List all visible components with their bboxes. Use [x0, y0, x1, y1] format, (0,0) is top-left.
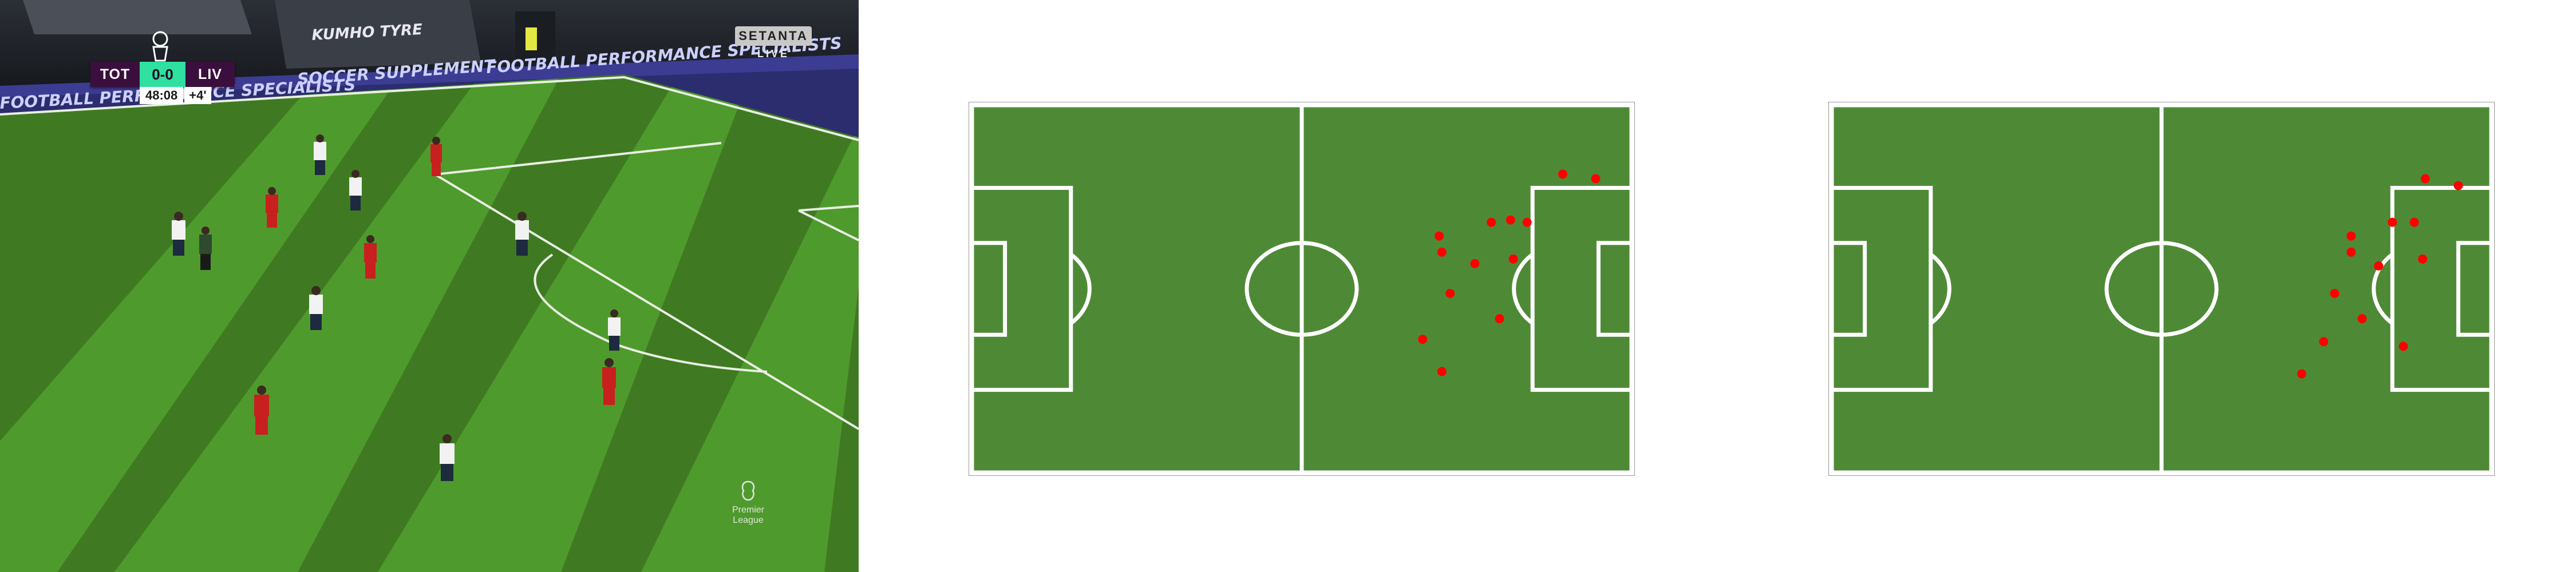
player-marker — [2319, 337, 2329, 347]
player-marker — [1558, 169, 1567, 179]
penalty-arc-left — [1069, 252, 1092, 325]
penalty-arc-left — [1929, 252, 1951, 325]
player-marker — [1435, 231, 1444, 241]
pitch-diagram-right — [1828, 102, 2495, 476]
ad-board-strip — [0, 54, 859, 146]
match-clock: 48:08 +4' — [140, 87, 211, 104]
player-marker — [1591, 174, 1601, 184]
player-marker — [1487, 217, 1496, 227]
home-player — [440, 434, 455, 481]
away-player — [364, 235, 377, 279]
six-yard-box-left — [970, 241, 1008, 337]
pitch-svg — [969, 102, 1635, 476]
home-player — [172, 212, 185, 256]
league-logo-text: Premier League — [732, 505, 764, 525]
league-logo: Premier League — [728, 479, 768, 526]
away-player — [266, 187, 278, 228]
channel-live-label: LIVE — [757, 48, 789, 59]
home-player — [309, 286, 323, 330]
player-marker — [1522, 217, 1532, 227]
broadcast-frame: KUMHO TYRE SOCCER SUPPLEMENT FOOTBALL PE… — [0, 0, 859, 572]
away-player — [254, 386, 269, 435]
channel-logo: SETANTA LIVE — [735, 26, 812, 60]
penalty-arc-right — [2372, 252, 2394, 325]
player-marker — [2420, 174, 2430, 184]
home-player — [608, 309, 621, 351]
centre-circle — [1244, 241, 1359, 337]
lion-icon — [741, 480, 755, 501]
player-marker — [2346, 231, 2356, 241]
player-marker — [2418, 254, 2427, 264]
player-marker — [2409, 217, 2419, 227]
player-marker — [2330, 289, 2340, 299]
player-marker — [1495, 314, 1504, 324]
channel-badge: SETANTA — [735, 26, 812, 46]
clock-time: 48:08 — [140, 87, 184, 104]
player-marker — [1445, 289, 1455, 299]
player-marker — [1437, 247, 1447, 257]
home-team-label: TOT — [90, 62, 140, 87]
player-marker — [1437, 367, 1447, 376]
player-marker — [1418, 335, 1428, 344]
six-yard-box-left — [1830, 241, 1867, 337]
player-marker — [2297, 369, 2306, 379]
six-yard-box-right — [2456, 241, 2494, 337]
home-player — [349, 170, 362, 210]
referee — [199, 227, 212, 270]
player-marker — [1508, 254, 1518, 264]
pitch-diagram-left — [969, 102, 1635, 476]
player-marker — [2346, 247, 2356, 257]
scorebug: TOT 0-0 LIV — [90, 62, 235, 87]
players — [172, 134, 621, 481]
steward-jacket — [526, 27, 537, 50]
club-crest-icon — [143, 27, 177, 63]
centre-circle — [2104, 241, 2219, 337]
player-marker — [2399, 341, 2408, 351]
player-marker — [2374, 261, 2384, 271]
added-time: +4' — [184, 87, 211, 104]
away-team-label: LIV — [185, 62, 235, 87]
upper-tier — [23, 0, 252, 34]
player-marker — [1470, 259, 1480, 268]
player-marker — [1506, 215, 1515, 225]
away-player — [602, 358, 616, 405]
grass — [0, 74, 859, 572]
player-marker — [2357, 314, 2367, 324]
player-marker — [2388, 217, 2397, 227]
pitch-svg — [1828, 102, 2495, 476]
player-marker — [2453, 181, 2463, 190]
stand-roof — [275, 0, 481, 69]
penalty-arc-right — [1512, 252, 1534, 325]
home-player — [515, 212, 529, 256]
away-player — [430, 137, 442, 176]
score-display: 0-0 — [140, 62, 185, 87]
six-yard-box-right — [1596, 241, 1634, 337]
home-player — [314, 134, 326, 175]
